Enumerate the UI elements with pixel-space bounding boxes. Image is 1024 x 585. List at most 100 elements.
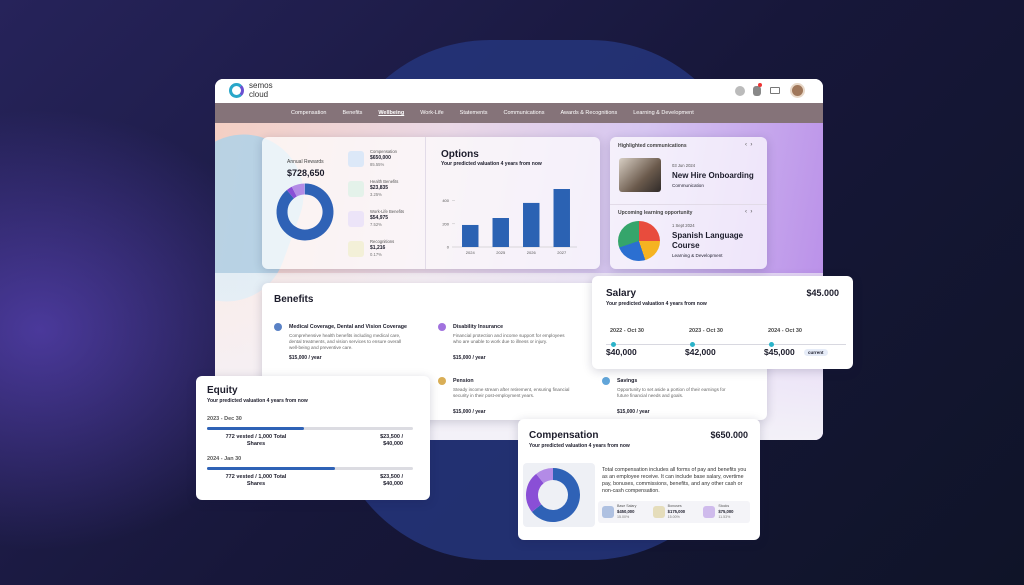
benefit-price: $15,000 / year xyxy=(617,409,650,415)
compensation-card: Compensation $650.000 Your predicted val… xyxy=(518,419,760,540)
item-name: Stocks xyxy=(718,504,730,508)
nav-item[interactable]: Learning & Development xyxy=(633,110,694,116)
legend-name: Compensation xyxy=(370,149,398,154)
legend-item: Recognitions $1,216 0.17% xyxy=(348,239,428,263)
legend-name: Health Benefits xyxy=(370,179,399,184)
options-chart: 0 200 400 2024 2025 2026 2027 xyxy=(442,189,577,255)
bar xyxy=(492,218,509,247)
donut-segment xyxy=(276,183,334,241)
logo-line: cloud xyxy=(249,90,269,99)
donut-segment xyxy=(286,186,297,199)
salary-title: Salary xyxy=(606,288,637,299)
pager[interactable]: ‹ › xyxy=(745,142,753,148)
x-tick-label: 2025 xyxy=(496,250,506,255)
timeline-amount: $40,000 xyxy=(606,347,637,357)
legend-icon xyxy=(348,211,364,227)
legend-name: Work-Life Benefits xyxy=(370,209,405,214)
timeline-line xyxy=(606,344,846,345)
nav-item[interactable]: Compensation xyxy=(291,110,327,116)
headline: Spanish Language Course xyxy=(672,231,744,250)
benefit-price: $15,000 / year xyxy=(289,355,322,361)
y-tick-label: 200 xyxy=(442,221,449,226)
legend-item: Work-Life Benefits $54,975 7.52% xyxy=(348,209,428,233)
salary-subtitle: Your predicted valuation 4 years from no… xyxy=(606,301,707,307)
divider xyxy=(610,204,767,205)
item-name: Base Salary xyxy=(617,504,637,508)
bar xyxy=(462,224,479,247)
donut-segment xyxy=(526,473,545,512)
item-percent: 15.00% xyxy=(667,515,680,519)
compensation-title: Compensation xyxy=(529,430,599,441)
benefit-price: $15,000 / year xyxy=(453,355,486,361)
bell-icon[interactable] xyxy=(753,86,761,96)
benefit-description: Financial protection and income support … xyxy=(453,333,565,344)
category: Learning & Development xyxy=(672,253,723,258)
compensation-item: Base Salary $450,000 15.00% xyxy=(598,501,649,523)
current-badge: current xyxy=(804,349,828,356)
legend-percent: 7.52% xyxy=(370,222,382,227)
item-value: $75,000 xyxy=(718,509,734,514)
compensation-item: Bonuses $175,000 15.00% xyxy=(649,501,700,523)
nav-item[interactable]: Wellbeing xyxy=(378,110,405,116)
donut-segment xyxy=(291,183,306,197)
legend-icon xyxy=(348,181,364,197)
x-tick-label: 2027 xyxy=(557,250,567,255)
options-title: Options xyxy=(441,149,479,160)
notification-dot xyxy=(758,83,762,87)
nav-item[interactable]: Benefits xyxy=(342,110,363,116)
benefit-name: Medical Coverage, Dental and Vision Cove… xyxy=(289,324,407,330)
section-title: Upcoming learning opportunity xyxy=(618,210,693,216)
legend-icon xyxy=(348,241,364,257)
benefit-name: Savings xyxy=(617,378,638,384)
compensation-donut xyxy=(526,468,580,522)
avatar[interactable] xyxy=(790,83,805,98)
compensation-amount: $650.000 xyxy=(710,430,748,440)
item-percent: 11.53% xyxy=(718,515,731,519)
benefits-title: Benefits xyxy=(274,294,314,305)
card-icon[interactable] xyxy=(770,87,780,94)
benefit-icon xyxy=(438,377,446,385)
bar xyxy=(523,202,540,247)
legend-percent: 85.55% xyxy=(370,162,385,167)
legend-value: $54,975 xyxy=(370,215,389,221)
timeline-date: 2022 - Oct 30 xyxy=(610,328,644,334)
legend-item: Health Benefits $23,835 3.25% xyxy=(348,179,428,203)
timeline-amount: $45,000 xyxy=(764,347,795,357)
compensation-item: Stocks $75,000 11.53% xyxy=(699,501,750,523)
item-icon xyxy=(703,506,716,518)
equity-title: Equity xyxy=(207,385,238,396)
rewards-donut xyxy=(276,183,334,241)
legend-icon xyxy=(348,151,364,167)
communications-card: Highlighted communications ‹ › 03 Jun 20… xyxy=(610,137,767,269)
benefit-name: Disability Insurance xyxy=(453,324,504,330)
x-tick-label: 2024 xyxy=(466,250,476,255)
nav-item[interactable]: Awards & Recognitions xyxy=(560,110,618,116)
nav-item[interactable]: Statements xyxy=(459,110,488,116)
nav-item[interactable]: Communications xyxy=(503,110,545,116)
category: Communication xyxy=(672,183,704,188)
benefit-description: Opportunity to set aside a portion of th… xyxy=(617,387,726,398)
logo-line: semos xyxy=(249,81,273,90)
settings-icon[interactable] xyxy=(735,86,745,96)
y-tick-label: 400 xyxy=(442,198,449,203)
equity-card: Equity Your predicted valuation 4 years … xyxy=(196,376,430,500)
benefit-name: Pension xyxy=(453,378,474,384)
bar xyxy=(553,189,570,247)
legend-value: $23,835 xyxy=(370,185,389,191)
compensation-subtitle: Your predicted valuation 4 years from no… xyxy=(529,443,630,449)
timeline-amount: $42,000 xyxy=(685,347,716,357)
item-percent: 15.00% xyxy=(617,515,630,519)
header: semos cloud xyxy=(215,79,823,103)
pager[interactable]: ‹ › xyxy=(745,209,753,215)
logo-mark xyxy=(229,83,244,98)
nav-item[interactable]: Work-Life xyxy=(420,110,444,116)
timeline-dot xyxy=(690,342,695,347)
timeline-date: 2024 - Oct 30 xyxy=(768,328,802,334)
donut-segment xyxy=(536,468,554,484)
progress-fill xyxy=(207,467,335,470)
legend-percent: 3.25% xyxy=(370,192,382,197)
salary-card: Salary $45.000 Your predicted valuation … xyxy=(592,276,853,369)
item-name: Bonuses xyxy=(667,504,682,508)
thumbnail xyxy=(618,221,660,261)
